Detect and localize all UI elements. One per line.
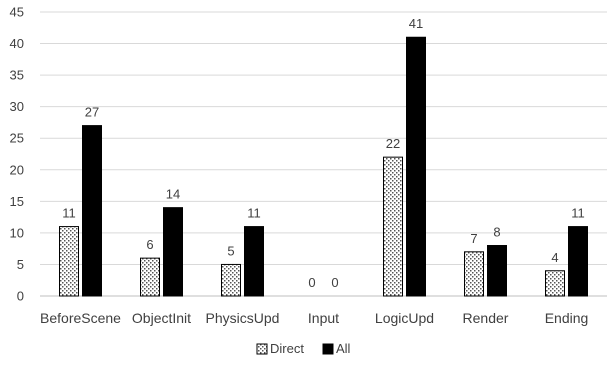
y-tick-label: 0	[17, 289, 24, 304]
bar-direct-objectinit	[140, 257, 160, 297]
x-tick-label: Render	[463, 310, 509, 326]
bar-all-ending	[568, 226, 588, 297]
x-tick-label: ObjectInit	[132, 310, 191, 326]
data-label: 11	[62, 206, 76, 221]
y-tick-label: 30	[10, 99, 24, 114]
bar-all-render	[487, 245, 507, 297]
legend-label-direct: Direct	[270, 341, 304, 356]
bar-direct-logicupd	[383, 156, 403, 297]
x-tick-label: PhysicsUpd	[206, 310, 280, 326]
data-label: 22	[386, 136, 400, 151]
data-label: 6	[146, 237, 153, 252]
bar-all-logicupd	[406, 36, 426, 297]
x-tick-label: Ending	[545, 310, 589, 326]
bar-all-objectinit	[163, 207, 183, 297]
y-tick-label: 15	[10, 194, 24, 209]
legend-swatch-all	[322, 343, 334, 355]
y-axis: 0 5 10 15 20 25 30 35 40 45	[10, 5, 24, 304]
data-label: 0	[308, 275, 315, 290]
data-label: 11	[571, 206, 585, 221]
y-tick-label: 35	[10, 68, 24, 83]
data-label: 0	[331, 275, 338, 290]
x-axis: BeforeScene ObjectInit PhysicsUpd Input Logi…	[40, 310, 588, 326]
data-label: 27	[85, 105, 99, 120]
legend-swatch-direct	[256, 343, 268, 355]
x-tick-label: Input	[308, 310, 339, 326]
y-tick-label: 25	[10, 131, 24, 146]
data-label: 5	[227, 243, 234, 258]
data-label: 7	[470, 231, 477, 246]
x-tick-label: LogicUpd	[375, 310, 434, 326]
legend: Direct All	[256, 341, 351, 356]
bar-all-beforescene	[82, 125, 102, 297]
data-label: 41	[409, 16, 423, 31]
bars: 11 27 6 14 5 11 0 0 22 41 7 8 4 11	[59, 16, 588, 297]
y-tick-label: 20	[10, 162, 24, 177]
bar-direct-beforescene	[59, 226, 79, 297]
legend-label-all: All	[336, 341, 351, 356]
x-tick-label: BeforeScene	[40, 310, 121, 326]
gridlines	[40, 11, 607, 297]
bar-direct-ending	[545, 270, 565, 297]
data-label: 4	[551, 250, 558, 265]
y-tick-label: 40	[10, 36, 24, 51]
bar-direct-physicsupd	[221, 263, 241, 297]
y-tick-label: 45	[10, 5, 24, 20]
bar-direct-render	[464, 251, 484, 297]
data-label: 8	[493, 225, 500, 240]
bar-all-physicsupd	[244, 226, 264, 297]
y-tick-label: 5	[17, 257, 24, 272]
data-label: 11	[247, 206, 261, 221]
y-tick-label: 10	[10, 225, 24, 240]
data-label: 14	[166, 187, 180, 202]
